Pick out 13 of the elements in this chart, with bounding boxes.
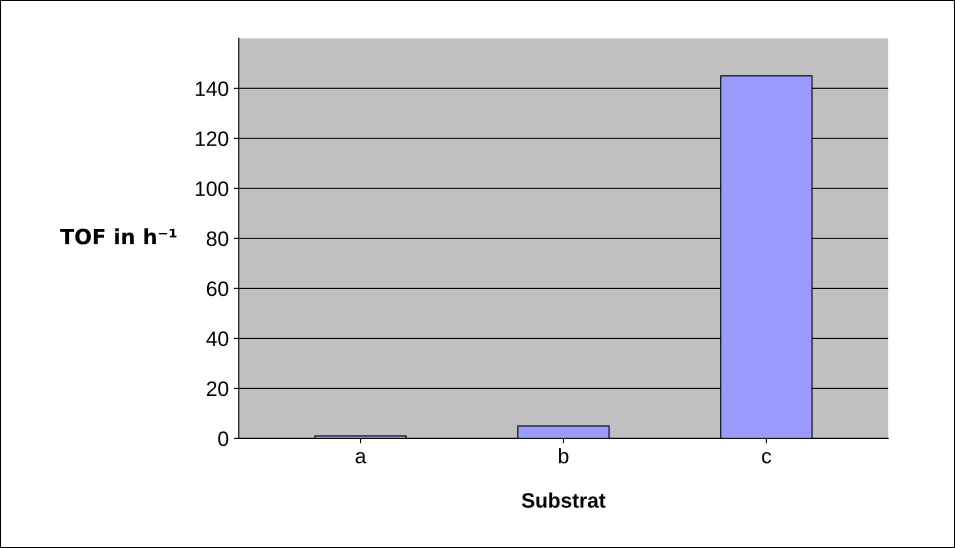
y-tick-label: 60 (206, 281, 228, 296)
y-tick-label: 120 (196, 131, 228, 146)
x-axis-title: Substrat (522, 492, 606, 508)
y-tick-label: 40 (206, 331, 228, 346)
y-tick-label: 140 (196, 81, 228, 96)
y-tick-label: 0 (218, 431, 228, 446)
y-tick-label: 20 (206, 381, 228, 396)
x-tick-label: a (356, 452, 366, 464)
y-axis-title: TOF in h⁻¹ (60, 228, 176, 244)
y-tick-label: 100 (196, 181, 228, 196)
y-tick-label: 80 (206, 231, 228, 246)
x-tick-label: c (762, 452, 772, 464)
x-tick-label: b (559, 448, 568, 464)
